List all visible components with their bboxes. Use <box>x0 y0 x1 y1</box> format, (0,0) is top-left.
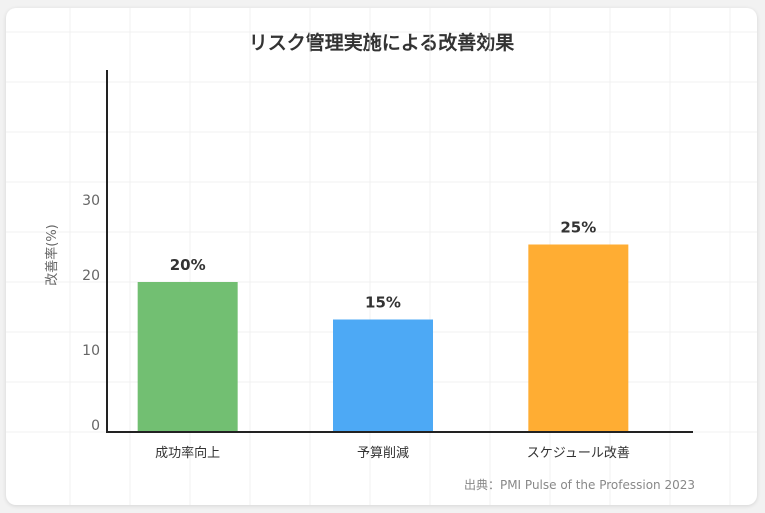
data-label-2: 15% <box>365 294 401 312</box>
bar-3 <box>528 244 629 432</box>
data-label-1: 20% <box>170 256 206 274</box>
data-label-3: 25% <box>560 219 596 237</box>
y-tick-label: 30 <box>82 193 100 209</box>
y-tick-label: 10 <box>82 343 100 359</box>
y-tick-label: 0 <box>91 418 100 434</box>
bar-chart: 0 10 20 30 改善率(%) 20% 成功率向上 15% 予算削減 25% スケジュール改善 <box>6 8 757 505</box>
bar-1 <box>137 282 238 432</box>
x-tick-label-3: スケジュール改善 <box>527 445 630 461</box>
x-tick-label-1: 成功率向上 <box>155 445 220 461</box>
bar-2 <box>333 319 433 432</box>
chart-title: リスク管理実施による改善効果 <box>248 32 515 54</box>
chart-card: リスク管理実施による改善効果 0 10 20 30 改善率(%) 20% 成功率向上 15% 予… <box>6 8 757 505</box>
y-tick-label: 20 <box>82 268 100 284</box>
source-note: 出典：PMI Pulse of the Profession 2023 <box>463 478 695 492</box>
x-tick-label-2: 予算削減 <box>357 445 409 461</box>
y-axis-label: 改善率(%) <box>44 224 60 286</box>
